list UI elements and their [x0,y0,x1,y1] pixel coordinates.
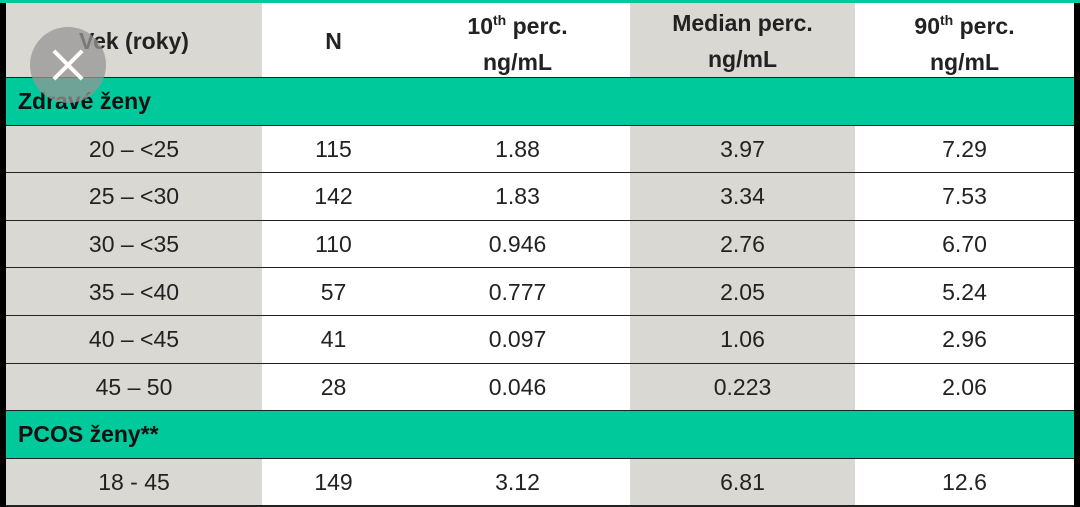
header-line: 10th perc. [467,2,567,44]
table-cell: 28 [262,363,405,412]
table-cell: 6.70 [855,220,1074,269]
header-text: th [940,11,954,28]
table-cell: 1.06 [630,316,855,364]
header-text: ng/mL [930,48,999,75]
table-cell: 20 – <25 [6,125,262,174]
header-line: ng/mL [708,41,777,77]
table-cell: 2.05 [630,268,855,316]
header-cell: Median perc. ng/mL [630,3,855,78]
table-cell: 2.06 [855,363,1074,412]
table-cell: 25 – <30 [6,173,262,221]
table-cell: 40 – <45 [6,316,262,364]
table-cell: 6.81 [630,458,855,507]
header-text: ng/mL [483,48,552,75]
close-button[interactable] [30,27,106,103]
section-header: PCOS ženy** [6,411,1074,459]
header-text: th [493,11,507,28]
table-cell: 149 [262,458,405,507]
header-text: perc. [506,12,568,39]
table-cell: 7.53 [855,173,1074,221]
table-cell: 18 - 45 [6,458,262,507]
header-text: perc. [953,12,1015,39]
top-stripe [0,0,1080,3]
table-cell: 1.88 [405,125,630,174]
table-cell: 110 [262,220,405,269]
table-cell: 0.046 [405,363,630,412]
row-border [6,505,1074,507]
header-cell: 10th perc. ng/mL [405,3,630,78]
header-line: 90th perc. [914,2,1014,44]
table-cell: 57 [262,268,405,316]
table-cell: 0.223 [630,363,855,412]
header-text: ng/mL [708,45,777,72]
table-cell: 30 – <35 [6,220,262,269]
table-cell: 115 [262,125,405,174]
table-cell: 5.24 [855,268,1074,316]
header-line: Median perc. [672,5,813,41]
table-cell: 2.96 [855,316,1074,364]
table-cell: 45 – 50 [6,363,262,412]
table-cell: 142 [262,173,405,221]
header-cell: N [262,3,405,78]
header-line: ng/mL [483,44,552,80]
header-text: N [325,27,342,54]
table-cell: 0.946 [405,220,630,269]
table-cell: 3.97 [630,125,855,174]
table-cell: 0.097 [405,316,630,364]
table-cell: 2.76 [630,220,855,269]
header-text: Median perc. [672,9,813,36]
header-text: 10 [467,12,493,39]
header-line: N [325,23,342,59]
table-cell: 41 [262,316,405,364]
header-text: 90 [914,12,940,39]
table-cell: 12.6 [855,458,1074,507]
table-cell: 3.34 [630,173,855,221]
table-cell: 1.83 [405,173,630,221]
header-cell: 90th perc. ng/mL [855,3,1074,78]
section-header: Zdravé ženy [6,78,1074,126]
table-cell: 3.12 [405,458,630,507]
table-cell: 0.777 [405,268,630,316]
header-line: ng/mL [930,44,999,80]
table-cell: 7.29 [855,125,1074,174]
table-cell: 35 – <40 [6,268,262,316]
